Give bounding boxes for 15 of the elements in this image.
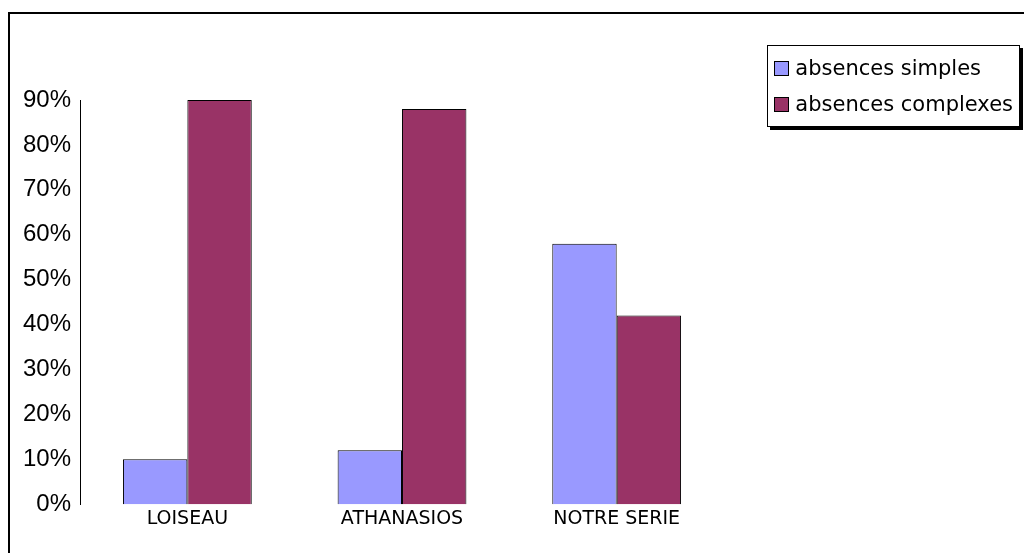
y-tick-label: 30% [22,354,72,382]
legend-label: absences simples [795,55,982,82]
y-tick-label: 10% [22,443,72,471]
y-tick-label: 0% [36,488,72,516]
x-tick-label: LOISEAU [146,505,229,528]
y-tick-label: 20% [22,399,72,426]
x-tick-label: NOTRE SERIE [553,505,681,528]
y-tick-label: 40% [22,309,72,337]
legend-label: absences complexes [795,91,1013,118]
y-tick-label: 60% [22,219,72,247]
y-tick-label: 80% [22,129,72,157]
y-tick-label: 50% [22,264,72,292]
y-tick-label: 90% [22,84,72,112]
x-tick-label: ATHANASIOS [340,505,464,528]
y-tick-label: 70% [22,174,72,202]
